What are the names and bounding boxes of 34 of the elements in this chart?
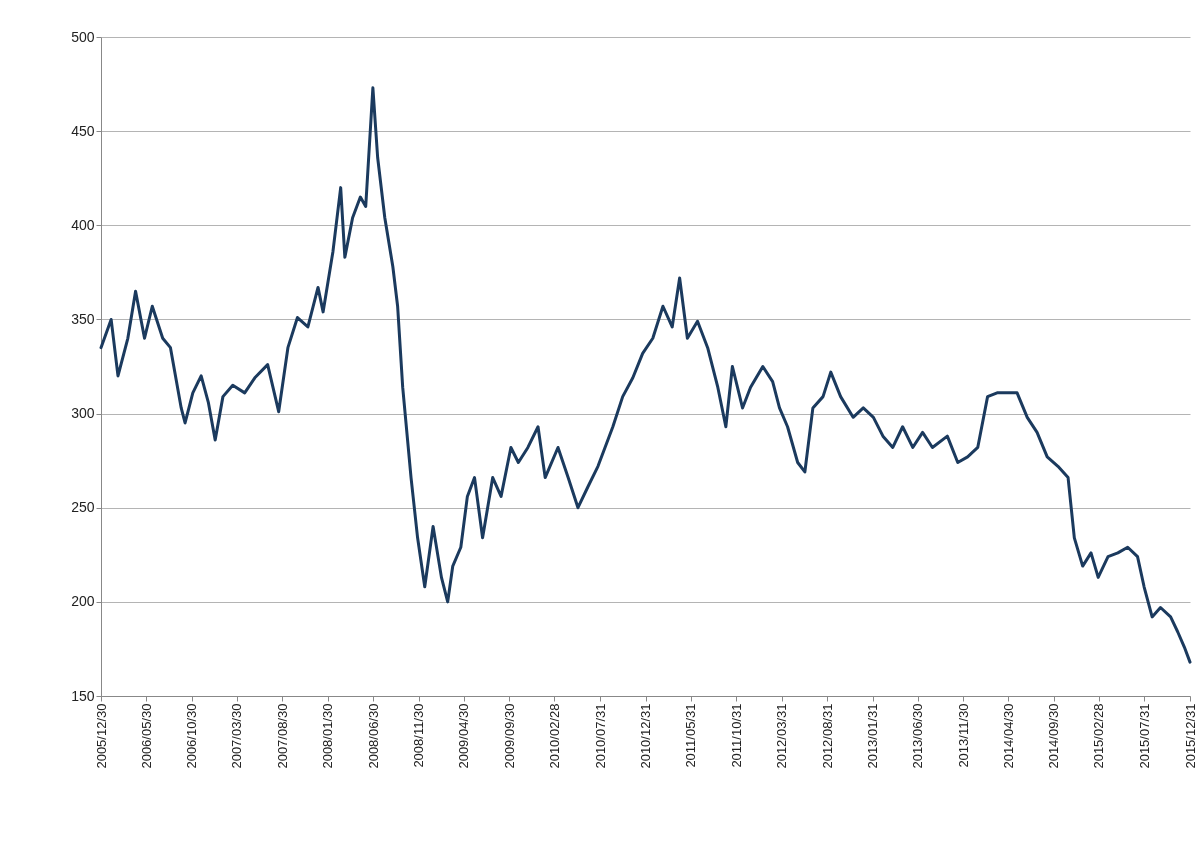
x-tick-label: 2011/05/31 (683, 703, 699, 768)
y-tick-label: 250 (71, 499, 95, 516)
line-series (99, 86, 1192, 664)
x-tick-label: 2014/04/30 (1000, 703, 1016, 769)
x-tick-label: 2010/02/28 (546, 703, 562, 769)
x-tick-label: 2007/03/30 (229, 703, 245, 769)
x-tick-label: 2008/06/30 (365, 703, 381, 769)
x-tick-label: 2008/11/30 (411, 703, 427, 768)
y-tick-label: 150 (71, 687, 95, 704)
x-tick-label: 2012/03/31 (774, 703, 790, 769)
x-tick-label: 2008/01/30 (320, 703, 336, 769)
x-tick-label: 2007/08/30 (274, 703, 290, 769)
x-tick-label: 2006/05/30 (138, 703, 154, 769)
x-tick-label: 2006/10/30 (184, 703, 200, 769)
x-tick-label: 2005/12/30 (93, 703, 109, 769)
x-tick-label: 2015/07/31 (1136, 703, 1152, 769)
x-tick-label: 2009/09/30 (501, 703, 517, 769)
y-tick-label: 300 (71, 405, 95, 422)
y-tick-label: 500 (71, 28, 95, 45)
x-tick-label: 2013/01/31 (865, 703, 881, 769)
y-tick-label: 450 (71, 122, 95, 139)
x-tick-label: 2015/12/31 (1182, 703, 1198, 769)
x-tick-label: 2013/06/30 (910, 703, 926, 769)
x-tick-label: 2014/09/30 (1046, 703, 1062, 769)
x-tick-label: 2011/10/31 (728, 703, 744, 768)
x-tick-label: 2010/12/31 (638, 703, 654, 769)
x-tick-label: 2015/02/28 (1091, 703, 1107, 769)
x-tick-label: 2010/07/31 (592, 703, 608, 769)
x-tick-label: 2012/08/31 (819, 703, 835, 769)
y-tick-label: 200 (71, 593, 95, 610)
x-tick-label: 2009/04/30 (456, 703, 472, 769)
y-tick-label: 400 (71, 216, 95, 233)
y-tick-label: 350 (71, 310, 95, 327)
x-tick-label: 2013/11/30 (955, 703, 971, 768)
